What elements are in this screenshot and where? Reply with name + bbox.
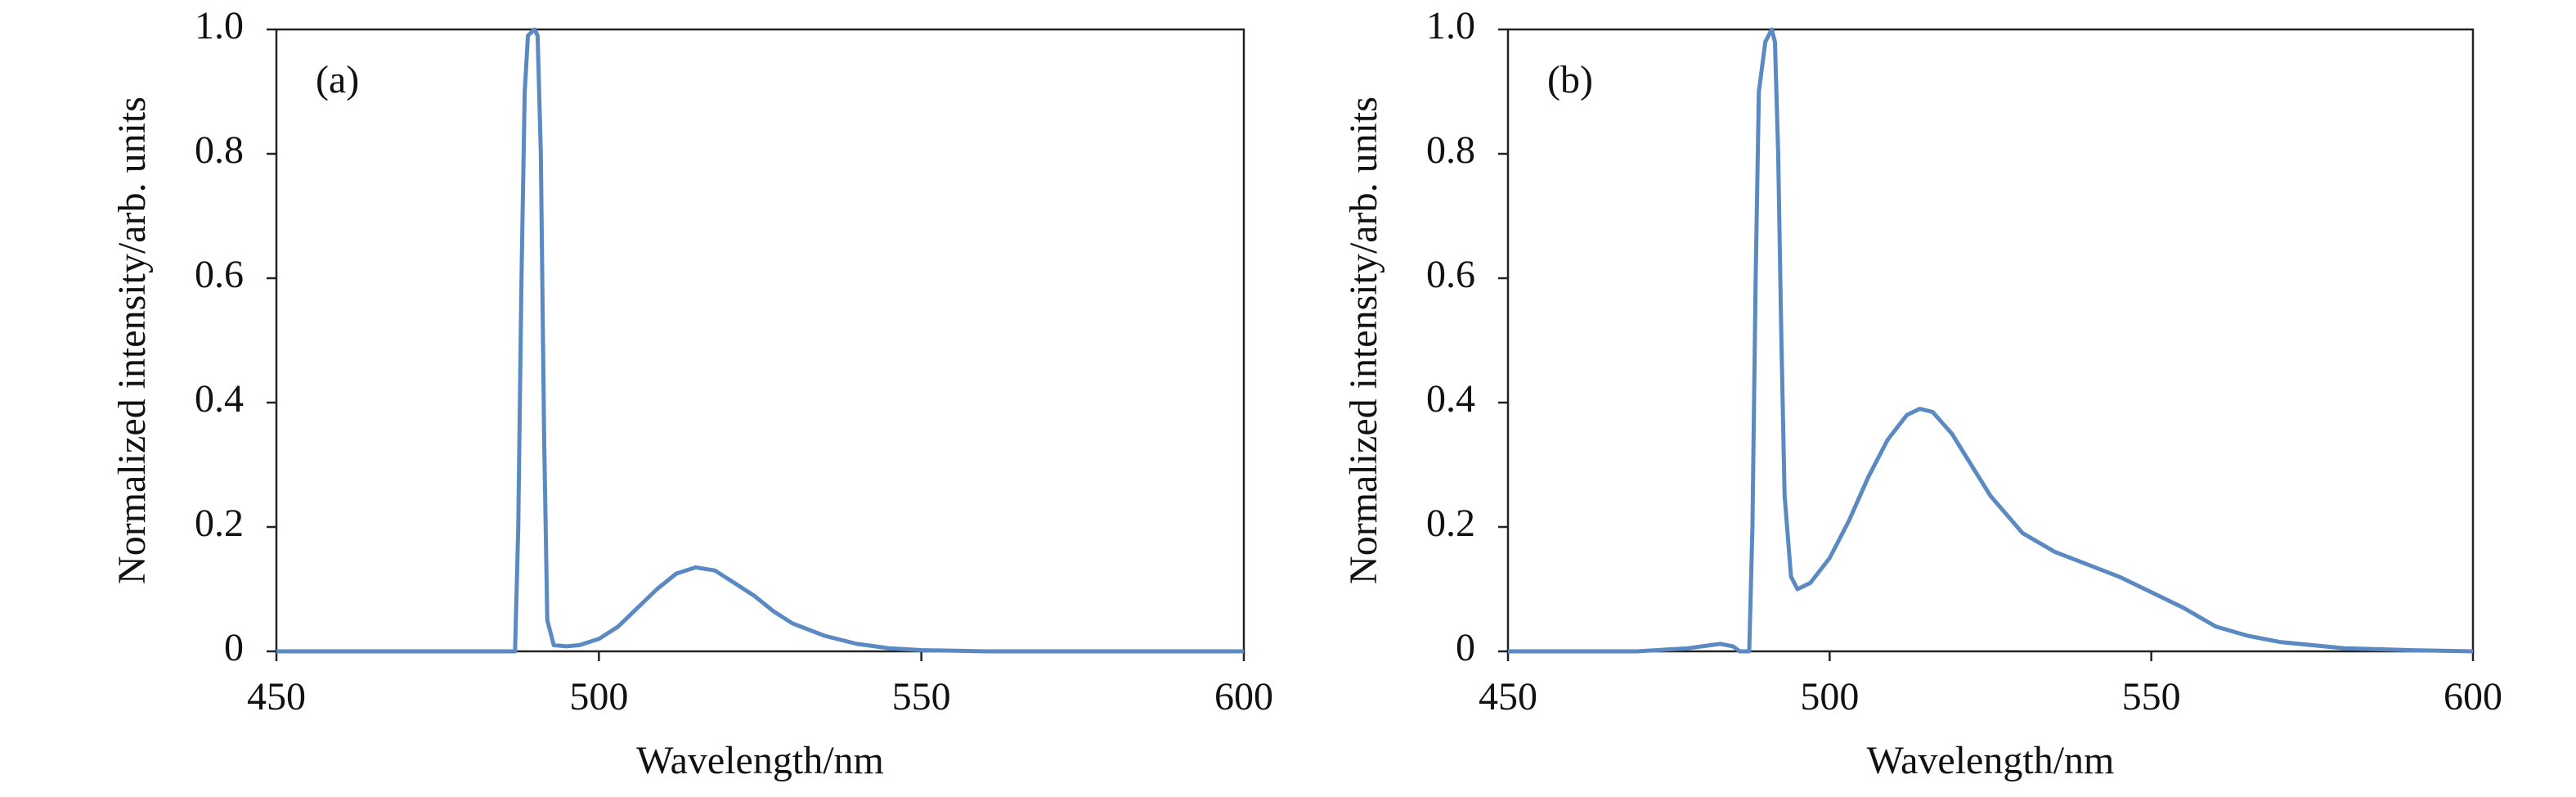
y-tick-label: 1.0 — [1426, 4, 1475, 47]
panel-label: (a) — [316, 58, 359, 101]
plot-frame — [1506, 28, 2475, 653]
x-axis-label: Wavelength/nm — [1867, 739, 2115, 782]
x-tick-label: 550 — [892, 675, 951, 718]
y-tick-label: 0.6 — [1426, 253, 1475, 296]
y-tick-label: 0.4 — [1426, 377, 1475, 421]
y-tick-label: 0 — [1456, 626, 1475, 669]
x-axis-label: Wavelength/nm — [636, 739, 884, 782]
x-tick-label: 450 — [1479, 675, 1537, 718]
y-axis-label: Normalized intensity/arb. units — [110, 97, 154, 584]
y-tick-label: 0.8 — [1426, 128, 1475, 172]
y-tick-label: 0.2 — [1426, 502, 1475, 545]
y-tick-label: 0.4 — [195, 377, 244, 421]
panel-label: (b) — [1547, 58, 1593, 101]
data-line — [276, 27, 1244, 654]
x-tick-label: 600 — [1214, 675, 1273, 718]
x-tick-label: 550 — [2122, 675, 2181, 718]
y-tick-label: 0.2 — [195, 502, 244, 545]
y-tick-label: 1.0 — [195, 4, 244, 47]
y-tick-label: 0.6 — [195, 253, 244, 296]
x-tick-label: 500 — [1800, 675, 1859, 718]
x-tick-label: 450 — [247, 675, 306, 718]
y-axis-label: Normalized intensity/arb. units — [1342, 97, 1385, 584]
y-tick-label: 0 — [224, 626, 244, 669]
x-tick-label: 600 — [2444, 675, 2502, 718]
x-tick-label: 500 — [569, 675, 628, 718]
y-tick-label: 0.8 — [195, 128, 244, 172]
data-line — [1508, 27, 2474, 654]
plot-frame — [275, 28, 1245, 653]
